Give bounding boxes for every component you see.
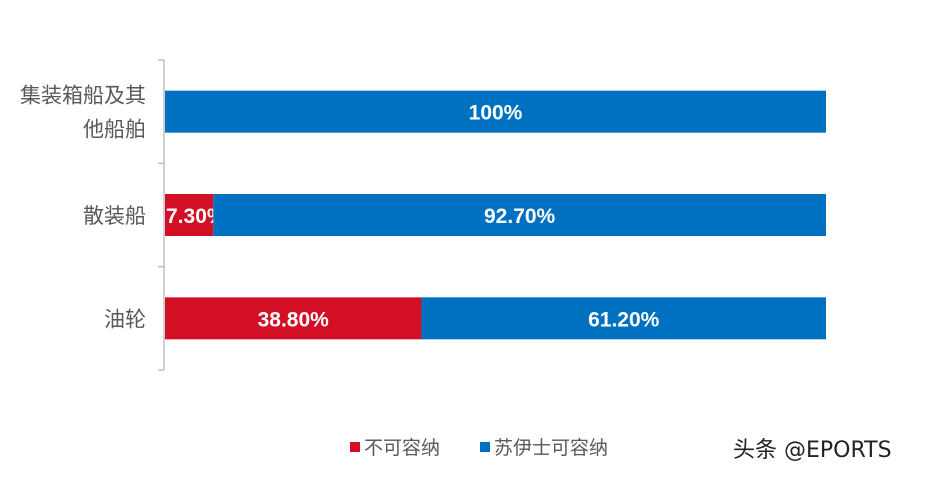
bar-segment: [165, 297, 422, 340]
category-label: 油轮: [104, 307, 146, 331]
bar-segment: [165, 194, 214, 236]
bar-segment: [165, 90, 826, 133]
bar-segment: [213, 194, 827, 236]
legend-swatch: [350, 442, 360, 452]
legend-label: 不可容纳: [364, 437, 440, 459]
data-label: 38.80%: [258, 308, 330, 331]
bar-segment: [421, 297, 826, 340]
category-label: 集装箱船及其: [20, 84, 146, 108]
legend-swatch: [480, 442, 490, 452]
category-label: 他船舶: [83, 118, 146, 142]
watermark: 头条 @EPORTS: [733, 438, 892, 463]
data-label: 61.20%: [588, 308, 660, 331]
category-label: 散装船: [83, 204, 146, 228]
data-label: 100%: [469, 102, 523, 125]
legend-label: 苏伊士可容纳: [494, 437, 608, 459]
data-label: 92.70%: [484, 205, 556, 228]
data-label: 7.30%: [166, 205, 226, 228]
